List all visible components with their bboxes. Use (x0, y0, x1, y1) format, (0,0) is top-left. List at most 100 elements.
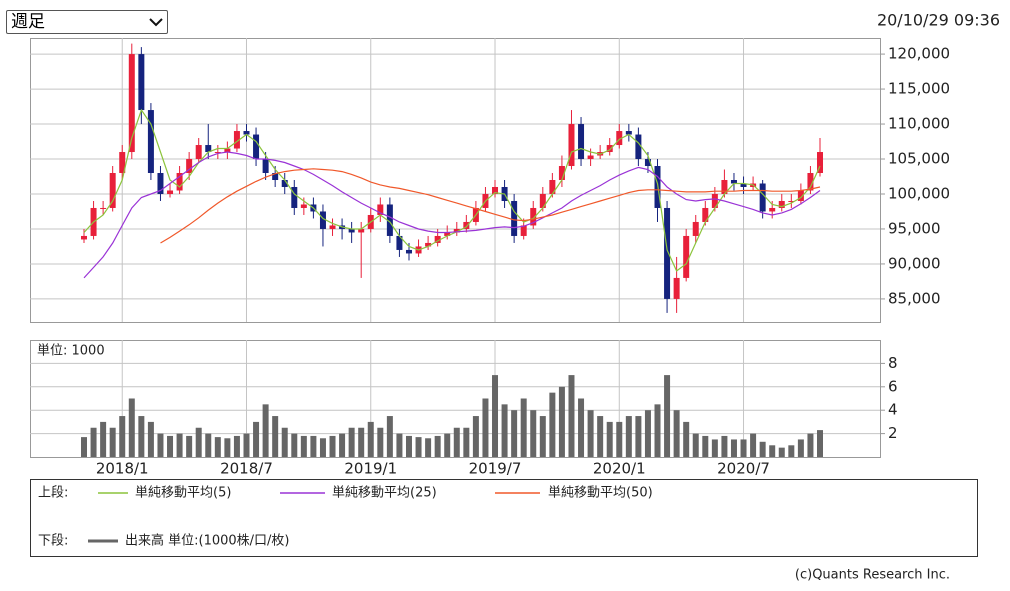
volume-bar (625, 416, 632, 457)
candle-body (759, 183, 766, 212)
candle-body (167, 190, 174, 194)
volume-bar (501, 404, 508, 457)
x-tick-label: 2019/7 (469, 460, 522, 478)
candle-body (730, 180, 737, 184)
candle-body (511, 200, 518, 236)
volume-bar (549, 392, 556, 457)
y-tick-label: 8 (888, 354, 898, 372)
volume-bar (291, 433, 298, 457)
volume-bar (797, 439, 804, 457)
volume-bar (568, 375, 575, 457)
volume-bar (358, 427, 365, 457)
legend-lower-label: 下段: (38, 534, 68, 549)
dropdown-icon (149, 18, 163, 27)
volume-bar (654, 404, 661, 457)
x-tick-label: 2020/7 (717, 460, 770, 478)
candle-body (778, 200, 785, 208)
candle-body (463, 221, 470, 229)
candle-body (711, 193, 718, 208)
candle-body (109, 173, 116, 208)
volume-bar (616, 421, 623, 457)
candle-body (396, 235, 403, 250)
copyright: (c)Quants Research Inc. (795, 568, 950, 583)
candle-body (664, 207, 671, 299)
x-tick-label: 2018/1 (96, 460, 149, 478)
volume-bar (425, 438, 432, 457)
period-select[interactable]: 週足 (6, 10, 168, 34)
candle-body (578, 124, 585, 160)
volume-bar (405, 435, 412, 457)
candle-body (329, 225, 336, 229)
volume-bar (664, 375, 671, 457)
candle-body (358, 228, 365, 233)
candle-body (606, 145, 613, 153)
candle-body (377, 204, 384, 215)
candle-body (692, 221, 699, 236)
candle-body (520, 225, 527, 236)
y-tick-label: 95,000 (888, 219, 941, 237)
volume-bar (243, 433, 250, 457)
candle-body (530, 207, 537, 226)
y-tick-label: 100,000 (888, 184, 950, 202)
volume-bar (157, 433, 164, 457)
volume-bar (721, 435, 728, 457)
candle-body (702, 207, 709, 222)
volume-bar (281, 427, 288, 457)
volume-bar (377, 427, 384, 457)
candle-body (444, 232, 451, 236)
volume-bar (807, 433, 814, 457)
candle-body (205, 145, 212, 153)
volume-bar (778, 447, 785, 457)
volume-bar (472, 416, 479, 457)
volume-bar (817, 430, 823, 457)
timestamp: 20/10/29 09:36 (877, 11, 1000, 30)
period-select-text: 週足 (11, 12, 45, 32)
volume-bar (769, 445, 776, 457)
unit-label: 単位: 1000 (37, 343, 105, 359)
candle-body (386, 204, 393, 236)
volume-bar (415, 437, 422, 457)
candle-body (797, 190, 804, 201)
volume-bar (635, 416, 642, 457)
volume-bar (759, 441, 766, 457)
candle-body (453, 228, 460, 233)
x-tick-label: 2019/1 (344, 460, 397, 478)
volume-bar (262, 404, 269, 457)
candle-body (262, 159, 269, 174)
volume-bar (740, 439, 747, 457)
volume-bar (702, 435, 709, 457)
volume-bar (711, 439, 718, 457)
y-tick-label: 4 (888, 401, 898, 419)
y-tick-label: 2 (888, 424, 898, 442)
candle-body (157, 173, 164, 194)
plot-area (30, 38, 881, 323)
candle-body (558, 166, 565, 180)
volume-bar (463, 427, 470, 457)
volume-bar (511, 410, 518, 457)
volume-bar (167, 435, 174, 457)
candle-body (425, 242, 432, 247)
candle-body (138, 54, 145, 111)
volume-bar (788, 445, 795, 457)
candle-body (721, 180, 728, 194)
candle-body (100, 207, 107, 209)
volume-bar (186, 435, 193, 457)
volume-bar (750, 433, 757, 457)
volume-bar (233, 435, 240, 457)
volume-bar (81, 437, 87, 457)
volume-bar (319, 438, 326, 457)
volume-bar (176, 433, 183, 457)
volume-bar (147, 421, 154, 457)
candle-body (788, 200, 795, 202)
volume-bar (272, 416, 279, 457)
y-tick-label: 85,000 (888, 289, 941, 307)
volume-bar (224, 438, 231, 457)
candle-body (405, 249, 412, 254)
volume-bar (587, 410, 594, 457)
x-tick-label: 2018/7 (220, 460, 273, 478)
legend-label: 単純移動平均(50) (548, 485, 653, 501)
legend-label: 単純移動平均(5) (135, 485, 231, 501)
candle-body (539, 193, 546, 208)
candle-body (673, 277, 680, 299)
volume-bar (730, 439, 737, 457)
